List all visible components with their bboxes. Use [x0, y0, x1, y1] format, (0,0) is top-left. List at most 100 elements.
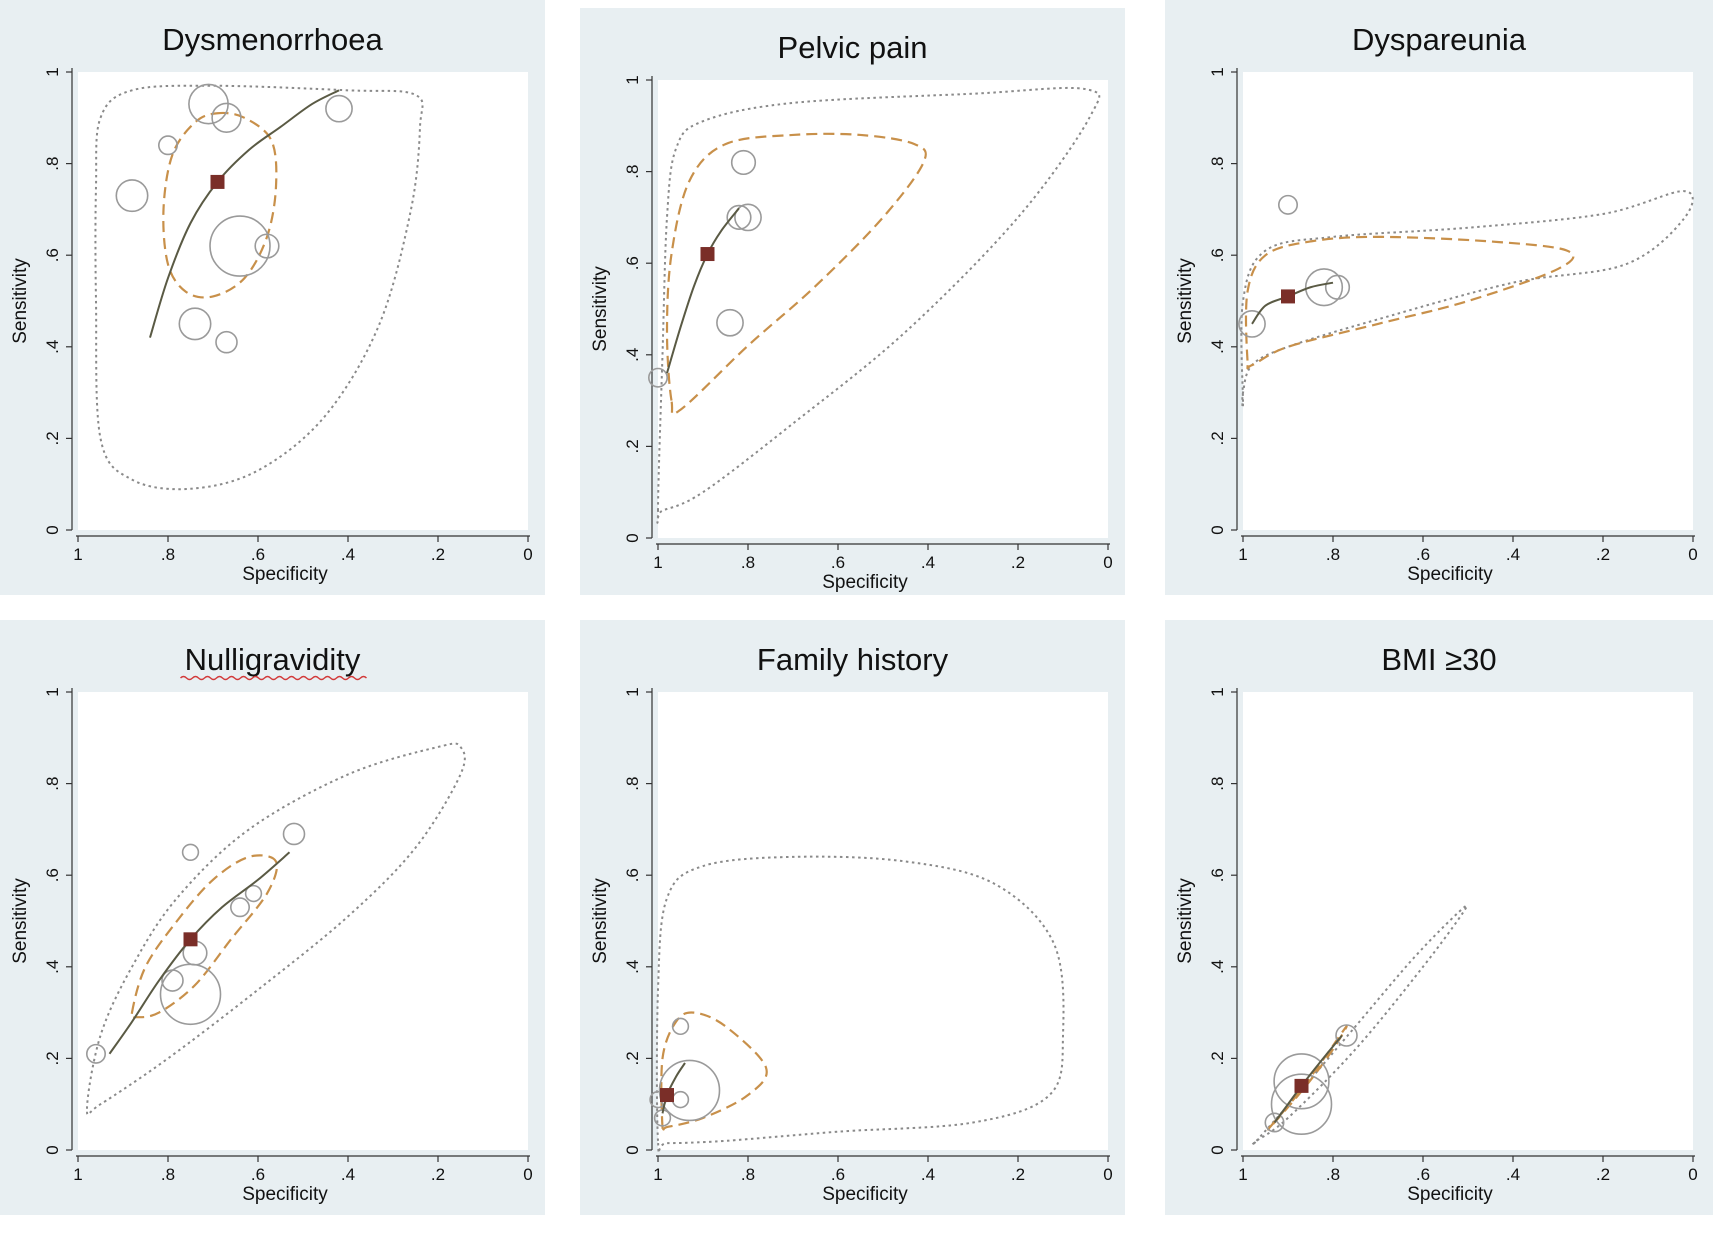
x-tick-label: .8 — [161, 1165, 175, 1184]
plot-area — [1243, 692, 1693, 1150]
y-axis-label: Sensitivity — [590, 266, 611, 352]
x-tick-label: 1 — [1238, 545, 1247, 564]
y-tick-label: .6 — [623, 256, 642, 270]
panel-title: Pelvic pain — [778, 30, 928, 65]
sroc-plot-family-history: Family history 0 .2 .4 .6 .8 1 1 .8 .6 .4 .2 0 Specif… — [590, 642, 1113, 1205]
x-tick-label: 0 — [1103, 1165, 1112, 1184]
y-tick-label: .8 — [1208, 777, 1227, 791]
y-axis-label: Sensitivity — [590, 878, 611, 964]
study-point — [1238, 309, 1266, 338]
summary-point — [1281, 289, 1295, 304]
y-tick-label: .6 — [623, 868, 642, 882]
y-tick-label: 1 — [1208, 687, 1227, 696]
x-tick-label: .6 — [831, 553, 845, 572]
panel-title: Nulligravidity — [185, 642, 361, 677]
plot-area — [1243, 72, 1693, 530]
x-tick-label: .4 — [341, 1165, 355, 1184]
spellcheck-underline — [180, 675, 367, 681]
y-tick-label: .8 — [1208, 157, 1227, 171]
x-axis-label: Specificity — [1407, 1184, 1493, 1205]
y-tick-label: 1 — [43, 687, 62, 696]
study-point — [658, 1059, 721, 1122]
y-tick-label: .8 — [623, 777, 642, 791]
y-tick-label: .4 — [623, 348, 642, 362]
x-axis-label: Specificity — [1407, 564, 1493, 585]
y-tick-label: .2 — [1208, 431, 1227, 445]
confidence-region — [162, 111, 278, 299]
study-point — [282, 822, 306, 846]
x-tick-label: 0 — [523, 545, 532, 564]
confidence-region — [130, 854, 279, 1020]
x-tick-label: 1 — [1238, 1165, 1247, 1184]
x-tick-label: .8 — [741, 1165, 755, 1184]
x-tick-label: 0 — [1688, 1165, 1697, 1184]
y-tick-label: 0 — [43, 525, 62, 534]
study-point — [181, 843, 200, 862]
x-tick-label: .6 — [251, 545, 265, 564]
confidence-region — [665, 132, 927, 416]
y-tick-label: .4 — [1208, 960, 1227, 974]
study-point — [730, 149, 757, 176]
y-tick-label: 1 — [623, 687, 642, 696]
summary-point — [1294, 1078, 1309, 1093]
study-point — [734, 203, 762, 232]
study-point — [1335, 1024, 1358, 1047]
sroc-plot-pelvic-pain: Pelvic pain 0 .2 .4 .6 .8 1 1 .8 .6 .4 .2 0 Specifici… — [590, 30, 1113, 593]
y-tick-label: 0 — [623, 1145, 642, 1154]
confidence-region — [1244, 235, 1575, 370]
y-tick-label: .2 — [1208, 1051, 1227, 1065]
x-axis-label: Specificity — [242, 1184, 328, 1205]
study-point — [671, 1017, 690, 1036]
study-point — [178, 307, 212, 341]
x-tick-label: .6 — [251, 1165, 265, 1184]
y-tick-label: .6 — [43, 248, 62, 262]
summary-point — [700, 247, 715, 262]
y-axis-label: Sensitivity — [10, 258, 31, 344]
study-point — [215, 330, 238, 354]
prediction-region — [85, 742, 466, 1116]
y-tick-label: 0 — [43, 1145, 62, 1154]
x-axis-label: Specificity — [242, 564, 328, 585]
panel-dysmenorrhoea: Dysmenorrhoea 0 .2 .4 .6 .8 1 1 .8 .6 .4 .2 0 Specifi… — [0, 0, 545, 595]
x-tick-label: 1 — [73, 1165, 82, 1184]
prediction-region — [656, 86, 1101, 524]
study-point — [726, 204, 752, 230]
x-tick-label: 1 — [653, 1165, 662, 1184]
panel-title: BMI ≥30 — [1381, 642, 1496, 677]
y-tick-label: .2 — [623, 439, 642, 453]
y-tick-label: .8 — [43, 777, 62, 791]
y-tick-label: 0 — [1208, 525, 1227, 534]
study-point — [1273, 1053, 1330, 1110]
x-tick-label: .2 — [1011, 553, 1025, 572]
sroc-curve — [149, 89, 340, 338]
x-tick-label: .4 — [1506, 1165, 1520, 1184]
x-tick-label: .2 — [431, 545, 445, 564]
study-point — [244, 884, 263, 903]
y-tick-label: .4 — [1208, 340, 1227, 354]
plot-area — [78, 72, 528, 530]
study-point — [1264, 1112, 1285, 1133]
x-tick-label: .2 — [1011, 1165, 1025, 1184]
y-tick-label: .6 — [1208, 248, 1227, 262]
x-tick-label: .2 — [431, 1165, 445, 1184]
sroc-plot-dyspareunia: Dyspareunia 0 .2 .4 .6 .8 1 1 .8 .6 .4 .2 0 Specifici… — [1175, 22, 1698, 585]
sroc-plot-dysmenorrhoea: Dysmenorrhoea 0 .2 .4 .6 .8 1 1 .8 .6 .4 .2 0 Specifi… — [10, 22, 533, 585]
sroc-curve — [661, 1062, 686, 1114]
plot-area — [658, 692, 1108, 1150]
y-tick-label: .2 — [623, 1051, 642, 1065]
study-point — [158, 135, 179, 156]
study-point — [716, 308, 744, 337]
panel-pelvic-pain: Pelvic pain 0 .2 .4 .6 .8 1 1 .8 .6 .4 .2 0 Specifici… — [580, 8, 1125, 595]
x-tick-label: .2 — [1596, 1165, 1610, 1184]
y-axis-label: Sensitivity — [1175, 258, 1196, 344]
panel-nulligravidity: Nulligravidity 0 .2 .4 .6 .8 1 1 .8 .6 .4 .2 0 Specif… — [0, 620, 545, 1215]
y-tick-label: .6 — [43, 868, 62, 882]
summary-point — [210, 174, 225, 189]
x-tick-label: 0 — [523, 1165, 532, 1184]
x-tick-label: .4 — [921, 553, 935, 572]
y-tick-label: 0 — [1208, 1145, 1227, 1154]
study-point — [1304, 268, 1344, 307]
x-tick-label: .4 — [1506, 545, 1520, 564]
x-tick-label: .8 — [1326, 545, 1340, 564]
